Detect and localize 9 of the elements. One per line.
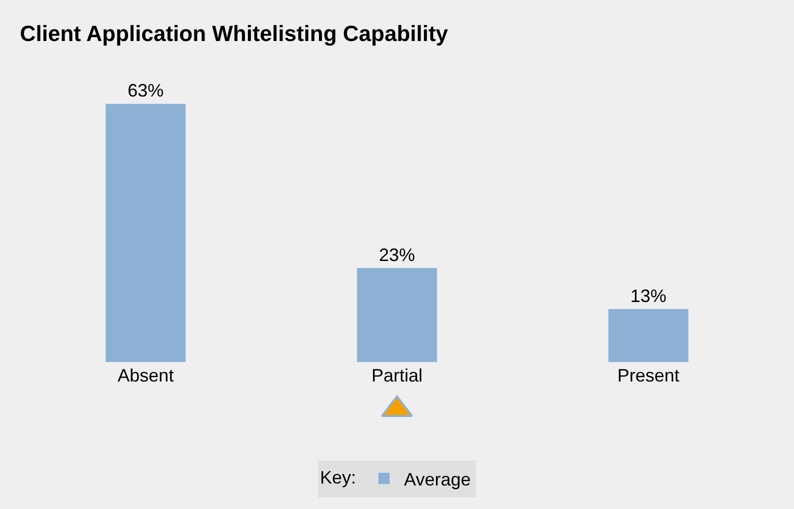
x-tick-label: Partial	[371, 365, 423, 386]
legend-label: Average	[404, 469, 471, 490]
data-label: 23%	[378, 244, 416, 265]
legend-title: Key:	[320, 468, 356, 488]
data-label: 13%	[630, 286, 666, 306]
x-tick-label: Absent	[118, 365, 174, 386]
x-tick-label: Present	[617, 365, 680, 386]
data-label: 63%	[128, 80, 164, 101]
chart-title: Client Application Whitelisting Capability	[20, 20, 449, 46]
